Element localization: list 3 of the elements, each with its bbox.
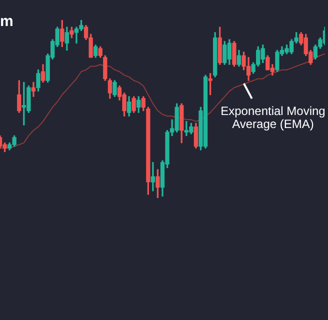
candlestick bbox=[150, 162, 156, 192]
annotation: Exponential Moving Average (EMA) bbox=[220, 104, 326, 131]
chart-title: m bbox=[0, 13, 14, 30]
